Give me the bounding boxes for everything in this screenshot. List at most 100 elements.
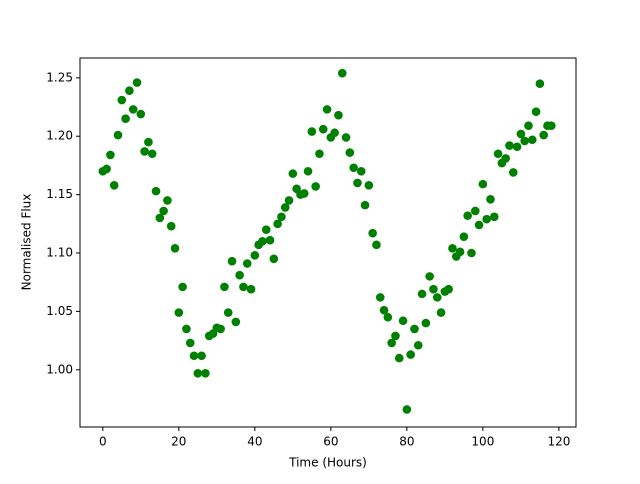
point: [280, 203, 290, 212]
point: [318, 124, 328, 134]
x-axis-label: Time (Hours): [288, 456, 367, 470]
point: [546, 121, 556, 131]
point: [132, 78, 142, 87]
point: [159, 206, 168, 216]
point: [128, 105, 138, 114]
point: [432, 293, 442, 302]
point: [448, 244, 457, 253]
point: [166, 221, 176, 231]
y-tick-label: 1.05: [46, 304, 73, 318]
x-tick-label: 60: [323, 435, 338, 449]
point: [489, 212, 499, 222]
point: [535, 79, 545, 88]
point: [360, 200, 370, 210]
point: [121, 114, 130, 124]
point: [398, 316, 408, 326]
point: [482, 214, 491, 224]
point: [353, 178, 362, 188]
point: [524, 121, 533, 131]
point: [436, 308, 446, 317]
point: [288, 169, 298, 178]
plot-frame: [79, 57, 577, 428]
point: [277, 212, 286, 222]
point: [227, 256, 237, 266]
point: [216, 324, 225, 334]
point: [421, 318, 431, 328]
point: [394, 353, 404, 363]
point: [284, 196, 294, 205]
point: [242, 259, 252, 268]
point: [505, 141, 514, 150]
y-tick-label: 1.15: [46, 187, 73, 201]
point: [178, 282, 187, 292]
point: [239, 282, 248, 292]
x-tick-label: 100: [471, 435, 494, 449]
point: [387, 338, 396, 348]
point: [467, 248, 476, 258]
point: [508, 168, 518, 177]
y-tick-label: 1.00: [46, 362, 73, 376]
point: [444, 284, 453, 294]
point: [527, 135, 537, 145]
point: [334, 110, 343, 120]
point: [258, 237, 267, 246]
point: [429, 284, 438, 294]
point: [512, 142, 522, 152]
point: [493, 149, 503, 159]
point: [539, 130, 548, 140]
point: [235, 270, 244, 280]
point: [372, 240, 381, 250]
point: [102, 164, 111, 174]
point: [410, 324, 419, 334]
point: [425, 272, 434, 281]
point: [125, 86, 134, 95]
y-tick-label: 1.10: [46, 246, 73, 260]
point: [356, 166, 366, 176]
point: [345, 148, 355, 157]
y-tick-label: 1.25: [46, 70, 73, 84]
point: [113, 130, 123, 140]
point: [307, 127, 317, 136]
point: [250, 251, 260, 260]
point: [193, 368, 203, 378]
point: [379, 305, 389, 315]
point: [106, 150, 115, 160]
point: [303, 166, 313, 176]
point: [486, 194, 495, 204]
x-tick-label: 120: [547, 435, 570, 449]
point: [364, 180, 374, 190]
point: [315, 149, 324, 159]
point: [413, 340, 423, 350]
point: [391, 331, 400, 341]
point: [155, 213, 165, 223]
point: [197, 351, 206, 361]
point: [322, 105, 332, 114]
point: [136, 109, 146, 119]
point: [174, 308, 184, 317]
point: [417, 289, 427, 299]
point: [246, 284, 256, 294]
point: [147, 149, 157, 159]
point: [516, 129, 526, 139]
point: [189, 351, 199, 361]
point: [185, 338, 195, 348]
point: [375, 293, 385, 302]
point: [402, 405, 412, 414]
point: [231, 317, 241, 327]
point: [478, 179, 488, 189]
point: [406, 350, 415, 359]
point: [269, 254, 279, 264]
point: [182, 324, 191, 334]
point: [273, 219, 282, 229]
point: [311, 182, 320, 191]
point: [144, 137, 153, 147]
point: [520, 136, 529, 146]
point: [140, 147, 149, 156]
x-tick-label: 80: [399, 435, 414, 449]
y-tick-label: 1.20: [46, 129, 73, 143]
point: [265, 235, 275, 245]
point: [201, 368, 210, 378]
x-tick-label: 40: [247, 435, 262, 449]
point: [151, 186, 161, 196]
